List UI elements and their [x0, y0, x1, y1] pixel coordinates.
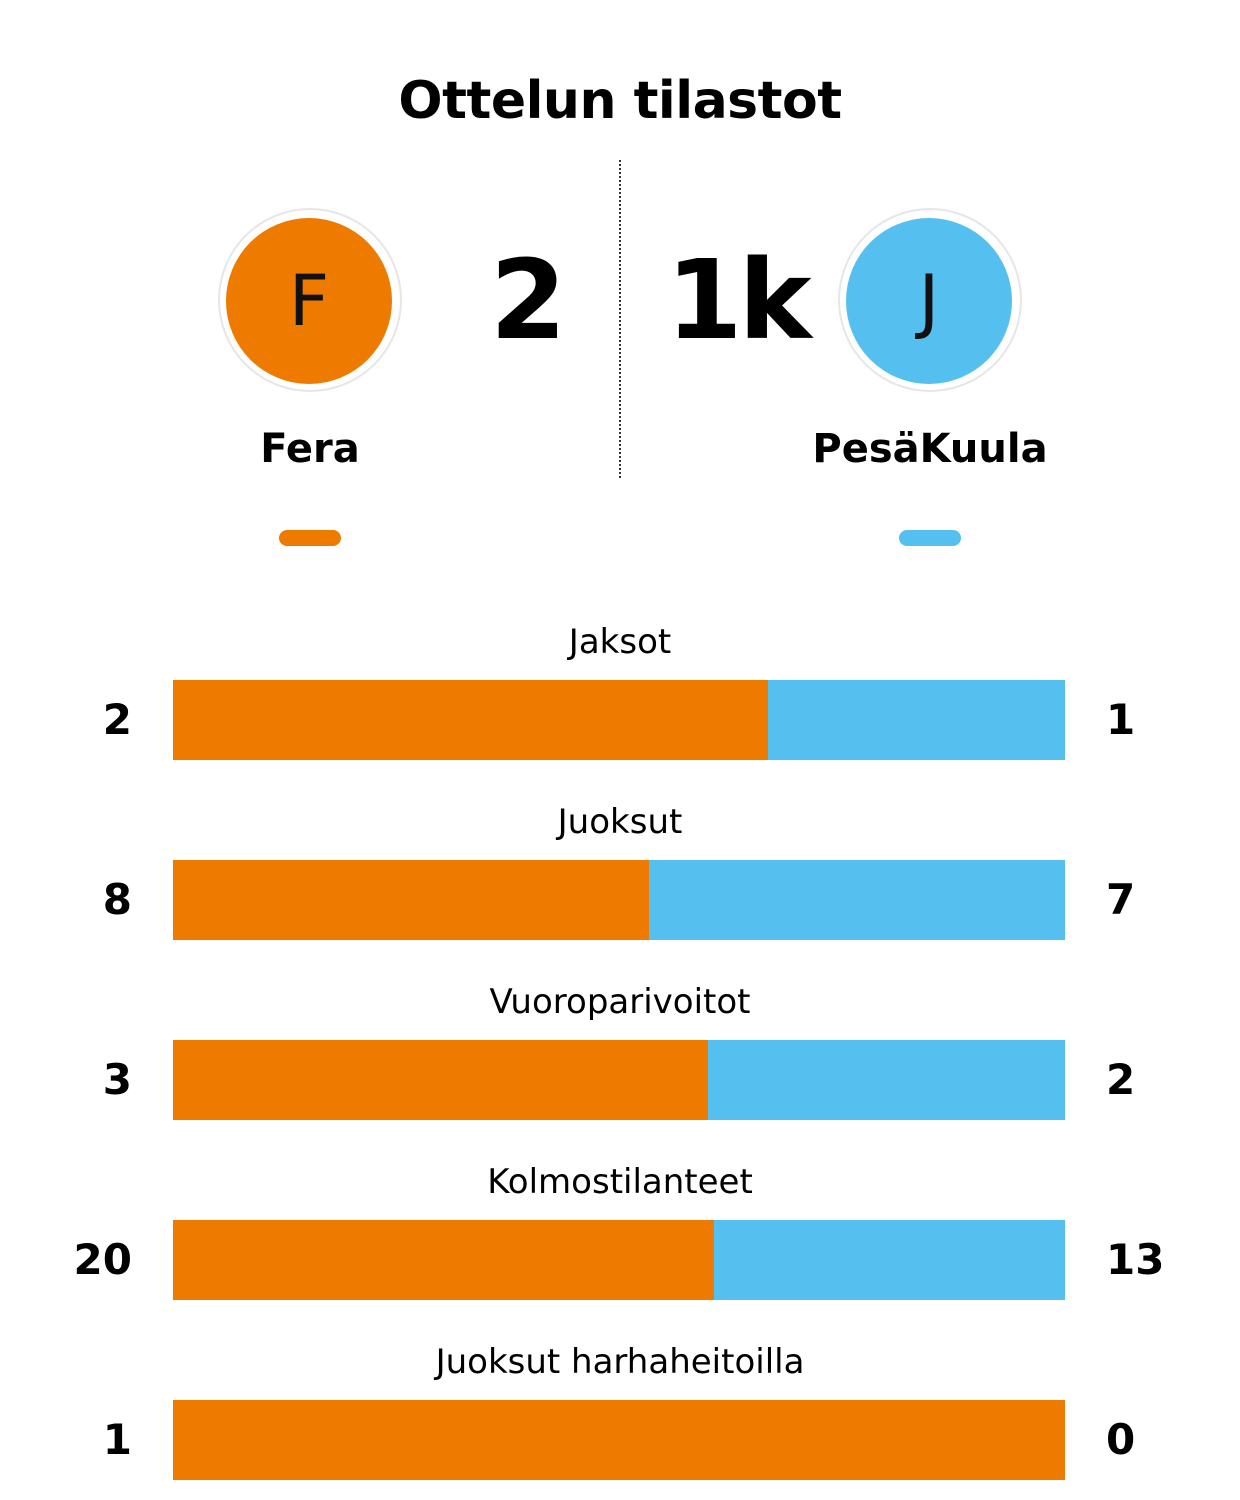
away-bar-segment: [649, 860, 1065, 940]
stat-bar: [173, 1220, 1065, 1300]
stat-bar: [173, 1400, 1065, 1480]
away-bar-segment: [708, 1040, 1065, 1120]
stat-label: Kolmostilanteet: [487, 1162, 753, 1202]
stat-label: Juoksut harhaheitoilla: [435, 1342, 805, 1382]
home-team-logo: F: [218, 208, 402, 392]
away-stat-value: 1: [1106, 695, 1136, 744]
stat-label: Juoksut: [557, 802, 683, 842]
home-stat-value: 20: [73, 1235, 132, 1284]
home-stat-value: 8: [102, 875, 132, 924]
away-stat-value: 13: [1106, 1235, 1165, 1284]
home-bar-segment: [173, 1040, 708, 1120]
home-team-name: Fera: [260, 426, 360, 472]
home-bar-segment: [173, 1400, 1065, 1480]
away-stat-value: 2: [1106, 1055, 1136, 1104]
away-bar-segment: [768, 680, 1065, 760]
home-stat-value: 1: [102, 1415, 132, 1464]
away-bar-segment: [714, 1220, 1065, 1300]
stat-bar: [173, 860, 1065, 940]
stat-label: Vuoroparivoitot: [489, 982, 751, 1022]
away-team-logo: J: [838, 208, 1022, 392]
stat-bar: [173, 1040, 1065, 1120]
home-bar-segment: [173, 680, 768, 760]
center-divider: [619, 160, 621, 478]
home-score: 2: [490, 236, 567, 364]
away-score: 1k: [666, 236, 812, 364]
home-bar-segment: [173, 860, 649, 940]
away-legend-swatch: [899, 530, 961, 546]
home-bar-segment: [173, 1220, 714, 1300]
stat-label: Jaksot: [568, 622, 672, 662]
away-logo-circle: J: [846, 218, 1012, 384]
home-logo-letter: F: [288, 260, 330, 342]
page-title: Ottelun tilastot: [398, 71, 842, 131]
away-stat-value: 7: [1106, 875, 1136, 924]
stat-bar: [173, 680, 1065, 760]
away-stat-value: 0: [1106, 1415, 1136, 1464]
away-team-name: PesäKuula: [812, 426, 1048, 472]
away-logo-letter: J: [918, 260, 940, 342]
home-logo-circle: F: [226, 218, 392, 384]
home-stat-value: 2: [102, 695, 132, 744]
home-stat-value: 3: [102, 1055, 132, 1104]
home-legend-swatch: [279, 530, 341, 546]
